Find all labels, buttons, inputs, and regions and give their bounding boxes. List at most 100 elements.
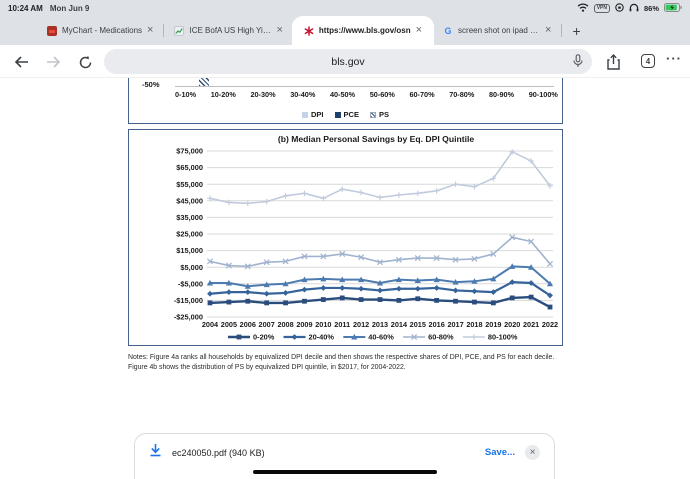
mychart-favicon	[47, 25, 57, 36]
download-filename: ec240050.pdf (940 KB)	[172, 447, 265, 458]
new-tab-button[interactable]: +	[572, 22, 581, 39]
battery-percent: 86%	[643, 3, 659, 13]
svg-text:2015: 2015	[410, 320, 426, 329]
clock: 10:24 AM	[8, 3, 43, 13]
decile-label: 70-80%	[449, 90, 475, 99]
decile-label: 30-40%	[290, 90, 316, 99]
svg-text:$35,000: $35,000	[176, 213, 203, 222]
tab-title: screen shot on ipad - G	[458, 26, 541, 35]
legend-dpi: DPI	[311, 110, 324, 119]
tab-bls-active[interactable]: https://www.bls.gov/osn ×	[291, 16, 435, 45]
status-bar: 10:24 AM Mon Jun 9 VPN 86%	[0, 0, 690, 16]
svg-text:2018: 2018	[466, 320, 482, 329]
decile-label: 60-70%	[409, 90, 435, 99]
back-button[interactable]	[12, 53, 30, 71]
svg-text:$55,000: $55,000	[176, 180, 203, 189]
tab-strip: MyChart - Medications × ICE BofA US High…	[0, 16, 690, 45]
decile-label: 20-30%	[250, 90, 276, 99]
menu-button[interactable]: ···	[666, 51, 682, 66]
tab-separator	[163, 24, 165, 37]
tab-count: 4	[645, 56, 651, 66]
hatched-bar-fragment	[199, 78, 209, 86]
tab-switcher-button[interactable]: 4	[641, 54, 655, 68]
tab-separator	[561, 24, 563, 37]
chart-a-axis	[175, 86, 554, 87]
download-icon	[149, 443, 162, 462]
chart-b-box: $75,000 $65,000 $55,000 $45,000 $35,000 $25,0…	[128, 129, 563, 346]
address-bar[interactable]: bls.gov	[104, 49, 592, 74]
tab-google-search[interactable]: G screen shot on ipad - G ×	[434, 16, 560, 45]
google-favicon: G	[444, 25, 452, 36]
svg-text:2007: 2007	[259, 320, 275, 329]
notes-line-2: Figure 4b shows the distribution of PS b…	[128, 363, 406, 371]
decile-label: 50-60%	[369, 90, 395, 99]
headphones-icon	[629, 3, 639, 14]
svg-text:2008: 2008	[277, 320, 293, 329]
tab-ice-bofa[interactable]: ICE BofA US High Yield I ×	[165, 16, 291, 45]
decile-label: 40-50%	[329, 90, 356, 99]
decile-label: 90-100%	[528, 90, 558, 99]
save-button[interactable]: Save...	[484, 447, 515, 458]
tab-title: https://www.bls.gov/osn	[318, 26, 411, 35]
date: Mon Jun 9	[49, 3, 90, 13]
svg-text:2005: 2005	[221, 320, 237, 329]
svg-text:$75,000: $75,000	[176, 147, 203, 156]
svg-text:$45,000: $45,000	[176, 196, 203, 205]
chart-a-legend: DPI PCE PS	[129, 110, 562, 119]
decile-label: 10-20%	[210, 90, 236, 99]
svg-text:2021: 2021	[523, 320, 539, 329]
svg-text:2009: 2009	[296, 320, 312, 329]
svg-text:2017: 2017	[447, 320, 463, 329]
svg-text:-$25,000: -$25,000	[174, 313, 203, 322]
svg-text:0-20%: 0-20%	[253, 333, 275, 342]
svg-text:$25,000: $25,000	[176, 230, 203, 239]
svg-text:2010: 2010	[315, 320, 331, 329]
wifi-icon	[577, 2, 589, 14]
mic-icon[interactable]	[573, 54, 583, 73]
rotation-lock-icon	[615, 2, 624, 14]
home-indicator[interactable]	[253, 470, 437, 474]
svg-text:$15,000: $15,000	[176, 246, 203, 255]
close-download-icon[interactable]: ×	[525, 445, 540, 460]
chart-a-fragment: -50% 0-10% 10-20% 20-30% 30-40% 40-50% 50-60%…	[128, 78, 563, 124]
figure-4: -50% 0-10% 10-20% 20-30% 30-40% 40-50% 50-60%…	[128, 78, 563, 372]
close-tab-icon[interactable]: ×	[415, 24, 423, 36]
legend-pce: PCE	[343, 110, 359, 119]
svg-text:2012: 2012	[353, 320, 369, 329]
forward-button[interactable]	[44, 53, 62, 71]
close-tab-icon[interactable]: ×	[147, 24, 154, 36]
svg-text:2006: 2006	[240, 320, 256, 329]
legend-ps: PS	[378, 110, 389, 119]
vpn-badge: VPN	[593, 3, 610, 13]
svg-text:2020: 2020	[504, 320, 520, 329]
decile-label: 80-90%	[488, 90, 515, 99]
svg-text:-$15,000: -$15,000	[174, 296, 203, 305]
svg-text:2019: 2019	[485, 320, 501, 329]
chart-a-x-labels: 0-10% 10-20% 20-30% 30-40% 40-50% 50-60% 60-70…	[175, 90, 558, 99]
svg-text:2013: 2013	[372, 320, 388, 329]
svg-text:20-40%: 20-40%	[309, 333, 335, 342]
svg-text:2011: 2011	[334, 320, 350, 329]
dpi-swatch	[302, 111, 309, 118]
figure-notes: Notes: Figure 4a ranks all households by…	[128, 353, 572, 372]
svg-text:-$5,000: -$5,000	[178, 279, 203, 288]
tab-title: MyChart - Medications	[62, 26, 143, 35]
ps-swatch	[369, 111, 376, 118]
svg-text:2014: 2014	[391, 320, 408, 329]
svg-text:$5,000: $5,000	[180, 263, 203, 272]
tab-title: ICE BofA US High Yield I	[189, 26, 272, 35]
svg-text:60-80%: 60-80%	[428, 333, 454, 342]
battery-charging-icon	[664, 2, 682, 14]
share-icon[interactable]	[604, 53, 622, 71]
tab-mychart[interactable]: MyChart - Medications ×	[38, 16, 162, 45]
svg-text:(b) Median Personal Savings by: (b) Median Personal Savings by Eq. DPI Q…	[278, 134, 474, 144]
close-tab-icon[interactable]: ×	[545, 24, 552, 36]
reload-button[interactable]	[76, 53, 94, 71]
svg-text:$65,000: $65,000	[176, 163, 203, 172]
chart-a-y-label: -50%	[142, 80, 160, 89]
toolbar: bls.gov 4 ···	[0, 45, 690, 78]
url-text: bls.gov	[331, 55, 365, 68]
svg-text:2022: 2022	[542, 320, 558, 329]
decile-label: 0-10%	[175, 90, 197, 99]
close-tab-icon[interactable]: ×	[276, 24, 283, 36]
